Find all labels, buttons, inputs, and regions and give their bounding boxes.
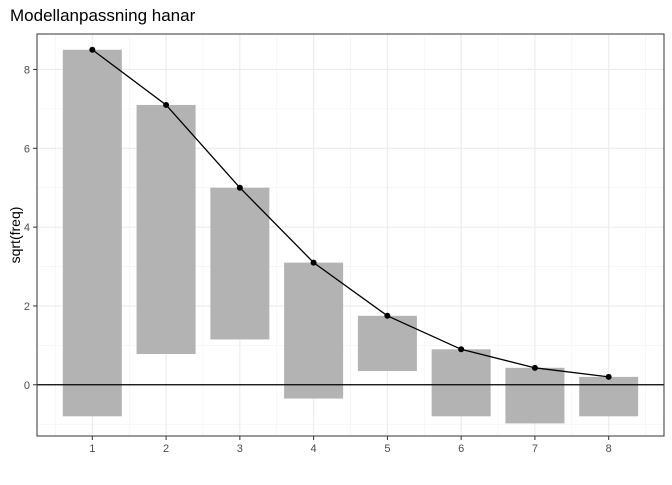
- bar-8: [579, 376, 639, 417]
- fitted-points-group: [89, 46, 612, 380]
- bar-5: [357, 315, 417, 371]
- y-tick-label: 4: [24, 222, 30, 234]
- bar-6: [431, 349, 491, 417]
- fitted-point-8: [605, 373, 612, 380]
- bar-4: [284, 262, 344, 399]
- fitted-point-3: [236, 184, 243, 191]
- fitted-point-7: [531, 364, 538, 371]
- fitted-line-group: [91, 49, 609, 378]
- x-tick-label: 3: [237, 443, 243, 455]
- x-axis: 1 2 3 4 5 6 7 8: [89, 436, 612, 455]
- fitted-point-6: [458, 346, 465, 353]
- bar-3: [210, 187, 270, 340]
- fitted-point-5: [384, 312, 391, 319]
- x-tick-label: 4: [311, 443, 317, 455]
- bar-7: [505, 367, 565, 424]
- y-tick-label: 2: [24, 301, 30, 313]
- fitted-point-2: [163, 101, 170, 108]
- fitted-point-1: [89, 46, 96, 53]
- plot-panel-border: [36, 33, 665, 437]
- bars-group: [62, 49, 639, 424]
- y-axis-label: sqrt(freq): [7, 207, 23, 264]
- x-tick-label: 5: [384, 443, 390, 455]
- bar-2: [136, 104, 196, 355]
- fitted-line: [91, 49, 609, 378]
- x-tick-label: 8: [606, 443, 612, 455]
- y-tick-label: 0: [24, 380, 30, 392]
- x-tick-label: 7: [532, 443, 538, 455]
- x-tick-label: 1: [89, 443, 95, 455]
- fitted-point-4: [310, 259, 317, 266]
- x-tick-label: 2: [163, 443, 169, 455]
- x-tick-label: 6: [458, 443, 464, 455]
- y-tick-label: 8: [24, 64, 30, 76]
- y-tick-label: 6: [24, 143, 30, 155]
- chart-title: Modellanpassning hanar: [10, 6, 196, 25]
- minor-gridlines: [37, 34, 664, 436]
- y-axis: 0 2 4 6 8: [24, 64, 37, 392]
- bar-1: [62, 49, 122, 417]
